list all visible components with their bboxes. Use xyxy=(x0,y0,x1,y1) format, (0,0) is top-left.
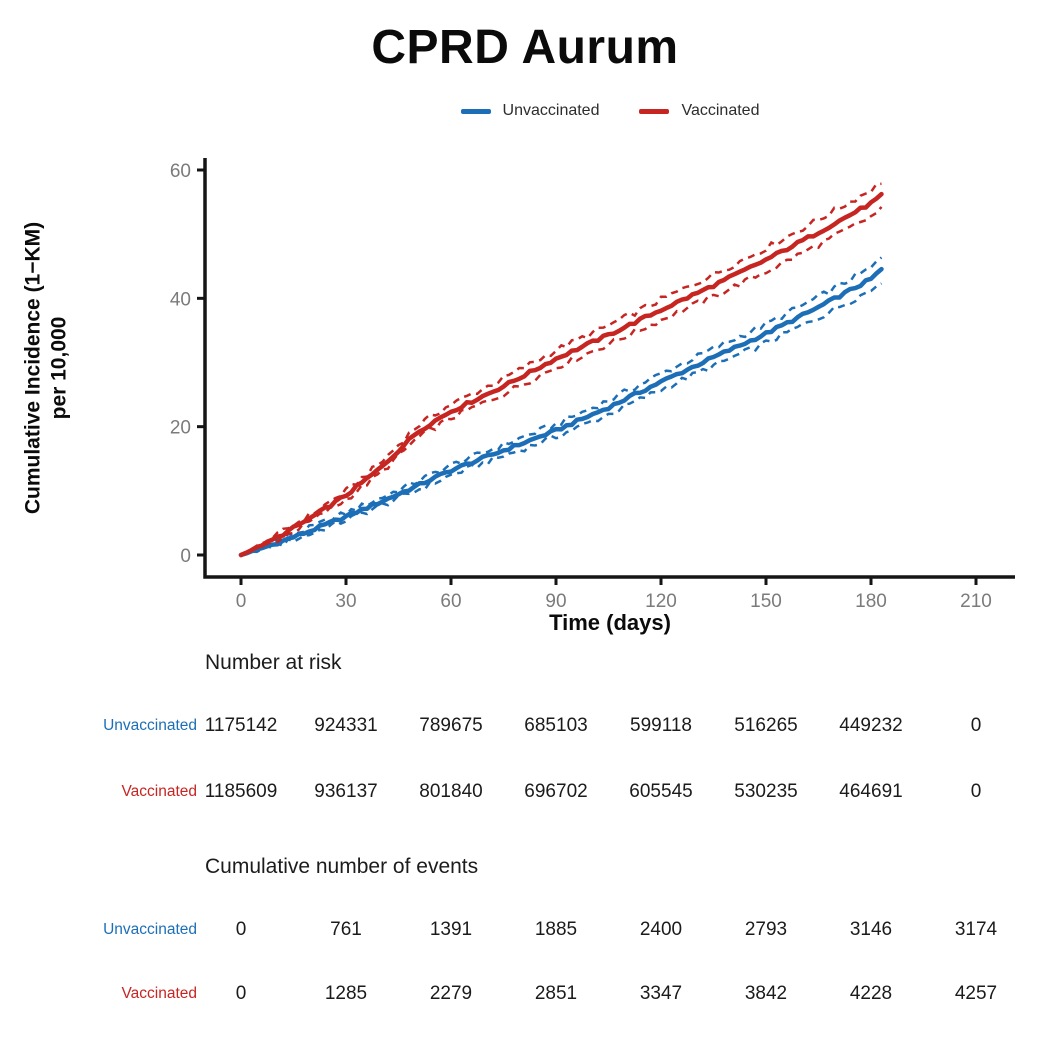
axes xyxy=(203,158,1015,579)
curve-vaccinated xyxy=(238,191,884,558)
row-label: Vaccinated xyxy=(121,985,197,1002)
table-cell: 3842 xyxy=(744,983,788,1004)
legend-key-vaccinated-line-icon xyxy=(639,108,670,114)
ci-lower-vaccinated xyxy=(240,206,883,557)
table-cell: 516265 xyxy=(734,715,798,736)
km-plot: 0 20 40 60 0 30 60 90 120 150 180 210 xyxy=(170,158,1015,612)
table-cell: 464691 xyxy=(839,781,903,802)
ci-upper-vaccinated xyxy=(240,182,882,557)
table-cell: 924331 xyxy=(314,715,378,736)
table-cell: 2400 xyxy=(639,919,683,940)
table-cell: 0 xyxy=(235,919,247,940)
risk-table-row-unvaccinated: Unvaccinated 1175142 924331 789675 685103 599… xyxy=(0,713,1050,739)
figure-title: CPRD Aurum xyxy=(371,21,679,74)
table-cell: 605545 xyxy=(629,781,693,802)
table-cell: 0 xyxy=(970,715,982,736)
table-cell: 1185609 xyxy=(204,781,278,802)
x-tick-label: 210 xyxy=(960,591,992,612)
x-tick-label: 120 xyxy=(645,591,677,612)
table-cell: 696702 xyxy=(524,781,588,802)
table-cell: 3347 xyxy=(639,983,683,1004)
table-cell: 1285 xyxy=(324,983,368,1004)
x-tick-label: 180 xyxy=(855,591,887,612)
legend-item-vaccinated: Vaccinated xyxy=(639,102,759,120)
ci-upper-unvaccinated xyxy=(240,256,883,557)
risk-table-row-vaccinated: Vaccinated 1185609 936137 801840 696702 60554… xyxy=(0,779,1050,805)
y-tick-label: 20 xyxy=(170,418,191,439)
risk-table-heading: Number at risk xyxy=(205,651,342,674)
table-cell: 449232 xyxy=(839,715,903,736)
legend-key-unvaccinated-line-icon xyxy=(460,108,491,114)
table-cell: 685103 xyxy=(524,715,588,736)
table-cell: 761 xyxy=(330,919,362,940)
table-cell: 1391 xyxy=(429,919,473,940)
curve-unvaccinated xyxy=(238,266,884,558)
x-axis-title: Time (days) xyxy=(549,610,671,635)
table-cell: 936137 xyxy=(314,781,378,802)
table-cell: 1175142 xyxy=(204,715,278,736)
x-tick-label: 30 xyxy=(335,591,356,612)
table-cell: 801840 xyxy=(419,781,483,802)
legend-label-vaccinated: Vaccinated xyxy=(681,102,760,119)
table-cell: 4228 xyxy=(849,983,893,1004)
y-tick-label: 0 xyxy=(180,546,191,567)
x-tick-label: 60 xyxy=(440,591,461,612)
table-cell: 530235 xyxy=(734,781,798,802)
row-label: Vaccinated xyxy=(121,783,197,800)
table-cell: 2851 xyxy=(534,983,578,1004)
events-table-heading: Cumulative number of events xyxy=(205,855,479,878)
x-tick-label: 90 xyxy=(545,591,566,612)
events-table-row-vaccinated: Vaccinated 0 1285 2279 2851 3347 3842 4228 4257 xyxy=(0,981,1050,1007)
table-cell: 2793 xyxy=(744,919,788,940)
table-cell: 0 xyxy=(235,983,247,1004)
table-cell: 3174 xyxy=(954,919,998,940)
x-tick-label: 150 xyxy=(750,591,782,612)
y-tick-label: 40 xyxy=(170,289,191,310)
table-cell: 789675 xyxy=(419,715,483,736)
x-tick-label: 0 xyxy=(236,591,247,612)
table-cell: 0 xyxy=(970,781,982,802)
table-cell: 2279 xyxy=(429,983,473,1004)
legend-item-unvaccinated: Unvaccinated xyxy=(460,102,600,120)
table-cell: 1885 xyxy=(534,919,578,940)
legend-label-unvaccinated: Unvaccinated xyxy=(502,102,600,119)
table-cell: 599118 xyxy=(630,715,692,736)
events-table-row-unvaccinated: Unvaccinated 0 761 1391 1885 2400 2793 3146 3174 xyxy=(0,917,1050,943)
row-label: Unvaccinated xyxy=(103,717,197,734)
row-label: Unvaccinated xyxy=(103,921,197,938)
legend: Unvaccinated Vaccinated xyxy=(205,102,1015,120)
y-tick-label: 60 xyxy=(170,161,191,182)
table-cell: 4257 xyxy=(954,983,998,1004)
table-cell: 3146 xyxy=(849,919,893,940)
